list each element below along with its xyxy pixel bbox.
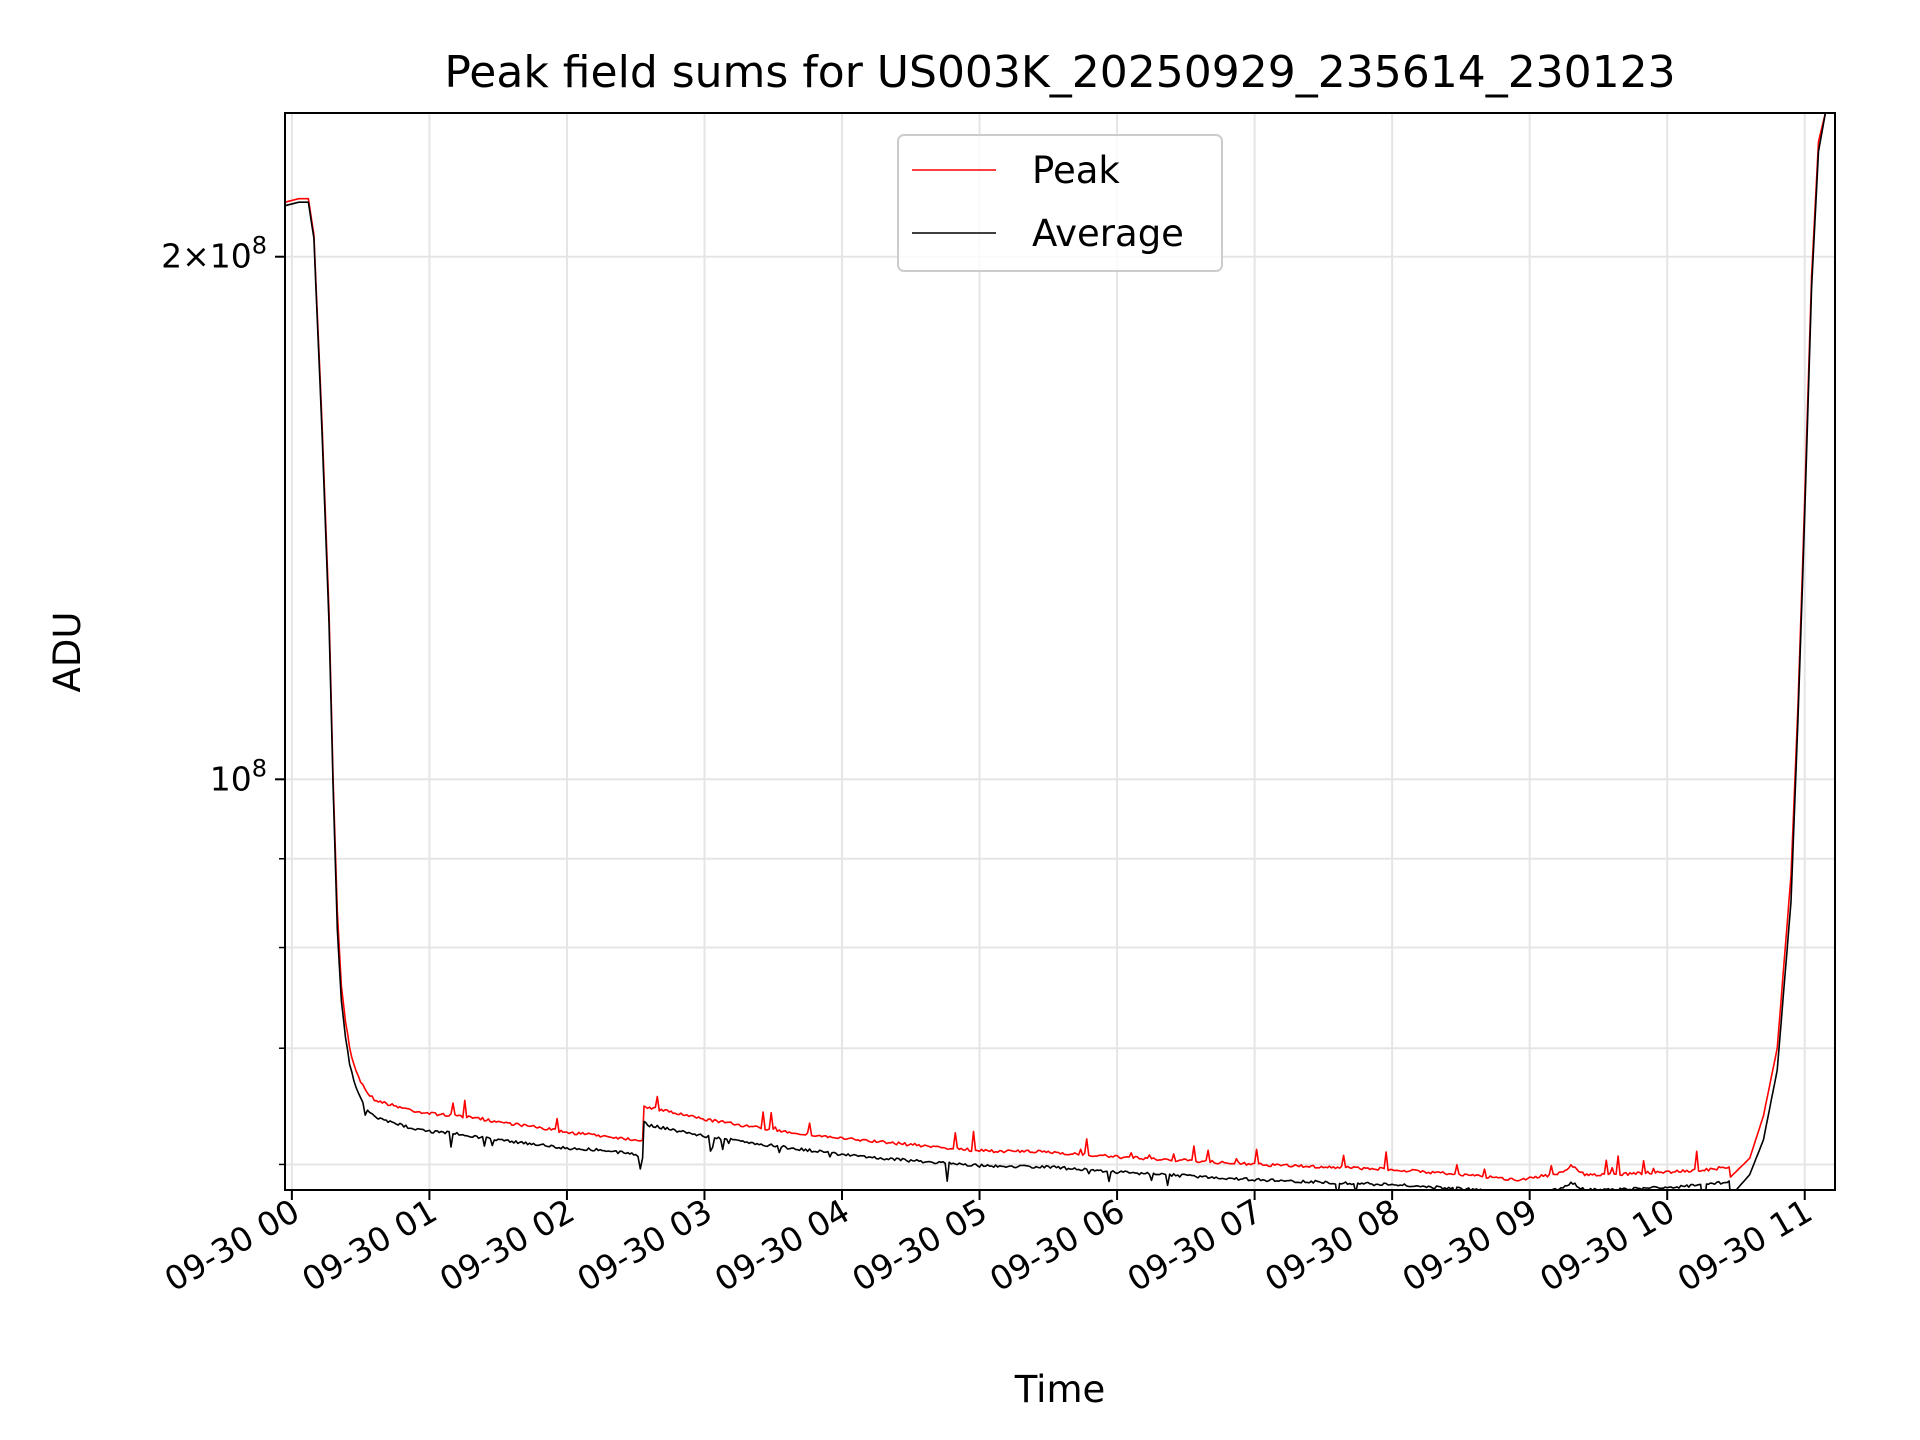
series-line-average (285, 113, 1827, 1190)
legend-average-label: Average (1032, 212, 1184, 255)
y-tick-label: 2×108 (161, 232, 267, 276)
chart-title: Peak field sums for US003K_20250929_2356… (444, 47, 1675, 98)
legend-box (897, 134, 1223, 272)
legend: Peak Average (897, 134, 1223, 272)
x-axis-label: Time (1014, 1368, 1106, 1411)
legend-peak-label: Peak (1032, 149, 1120, 192)
grid (285, 113, 1835, 1190)
y-axis-label: ADU (46, 612, 89, 693)
y-tick-label: 108 (210, 754, 267, 798)
plot-frame (284, 112, 1836, 1191)
series-layer (285, 113, 1827, 1190)
series-line-peak (285, 113, 1827, 1182)
